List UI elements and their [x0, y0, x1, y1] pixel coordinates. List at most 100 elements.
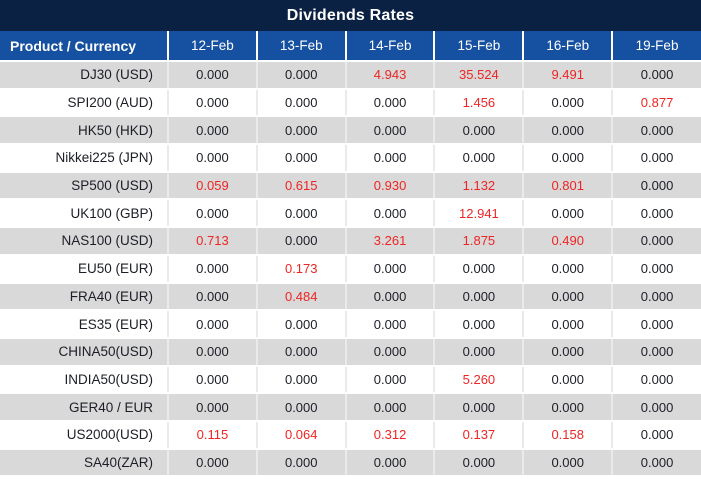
value-cell: 0.000: [612, 254, 701, 284]
value-cell: 0.000: [523, 282, 614, 312]
value-cell: 0.000: [612, 116, 701, 146]
value-cell: 0.000: [523, 310, 614, 339]
value-cell: 0.000: [168, 310, 258, 339]
value-cell: 0.000: [612, 227, 701, 256]
value-cell: 0.000: [256, 337, 347, 367]
page-title: Dividends Rates: [0, 0, 701, 31]
value-cell: 0.115: [168, 420, 258, 450]
value-cell: 0.000: [168, 448, 258, 478]
value-cell: 0.000: [612, 337, 701, 367]
header-row: Product / Currency 12-Feb 13-Feb 14-Feb …: [0, 31, 701, 62]
value-cell: 0.000: [168, 365, 258, 395]
value-cell: 0.137: [434, 420, 525, 450]
value-cell: 0.000: [256, 448, 347, 478]
value-cell: 0.000: [612, 448, 701, 478]
date-header: 15-Feb: [434, 31, 525, 62]
value-cell: 0.000: [434, 254, 525, 284]
table-row: NAS100 (USD) 0.713 0.000 3.261 1.875 0.490 0.0…: [0, 227, 701, 256]
dividends-rates-table: Product / Currency 12-Feb 13-Feb 14-Feb …: [0, 31, 701, 478]
table-body: DJ30 (USD) 0.000 0.000 4.943 35.524 9.491 0.00…: [0, 61, 701, 478]
value-cell: 0.000: [345, 144, 436, 173]
value-cell: 3.261: [345, 227, 436, 256]
table-row: Nikkei225 (JPN) 0.000 0.000 0.000 0.000 0.000…: [0, 144, 701, 173]
table-row: GER40 / EUR 0.000 0.000 0.000 0.000 0.000 0.00…: [0, 393, 701, 422]
product-cell: CHINA50(USD): [0, 337, 169, 367]
table-row: INDIA50(USD) 0.000 0.000 0.000 5.260 0.000 0.0…: [0, 365, 701, 395]
value-cell: 0.000: [168, 199, 258, 229]
value-cell: 0.490: [523, 227, 614, 256]
product-cell: SA40(ZAR): [0, 448, 169, 478]
value-cell: 0.312: [345, 420, 436, 450]
value-cell: 0.000: [256, 310, 347, 339]
value-cell: 0.000: [434, 448, 525, 478]
table-row: SA40(ZAR) 0.000 0.000 0.000 0.000 0.000 0.000: [0, 448, 701, 478]
value-cell: 0.930: [345, 171, 436, 201]
value-cell: 0.877: [612, 88, 701, 118]
value-cell: 0.000: [612, 420, 701, 450]
value-cell: 0.000: [168, 393, 258, 422]
value-cell: 0.000: [523, 199, 614, 229]
value-cell: 0.000: [434, 282, 525, 312]
value-cell: 0.000: [345, 393, 436, 422]
table-row: UK100 (GBP) 0.000 0.000 0.000 12.941 0.000 0.0…: [0, 199, 701, 229]
table-row: US2000(USD) 0.115 0.064 0.312 0.137 0.158 0.00…: [0, 420, 701, 450]
table-row: SP500 (USD) 0.059 0.615 0.930 1.132 0.801 0.00…: [0, 171, 701, 201]
product-cell: ES35 (EUR): [0, 310, 169, 339]
product-cell: FRA40 (EUR): [0, 282, 169, 312]
value-cell: 0.000: [434, 310, 525, 339]
product-cell: NAS100 (USD): [0, 227, 169, 256]
value-cell: 0.173: [256, 254, 347, 284]
value-cell: 0.000: [612, 282, 701, 312]
value-cell: 0.000: [256, 61, 347, 90]
date-header: 16-Feb: [523, 31, 614, 62]
product-cell: EU50 (EUR): [0, 254, 169, 284]
value-cell: 0.000: [612, 144, 701, 173]
value-cell: 12.941: [434, 199, 525, 229]
table-row: FRA40 (EUR) 0.000 0.484 0.000 0.000 0.000 0.00…: [0, 282, 701, 312]
value-cell: 0.000: [612, 393, 701, 422]
value-cell: 9.491: [523, 61, 614, 90]
product-cell: Nikkei225 (JPN): [0, 144, 169, 173]
value-cell: 0.000: [256, 227, 347, 256]
value-cell: 0.000: [345, 88, 436, 118]
table-row: ES35 (EUR) 0.000 0.000 0.000 0.000 0.000 0.000: [0, 310, 701, 339]
product-cell: HK50 (HKD): [0, 116, 169, 146]
product-cell: SPI200 (AUD): [0, 88, 169, 118]
table-row: DJ30 (USD) 0.000 0.000 4.943 35.524 9.491 0.00…: [0, 61, 701, 90]
date-header: 12-Feb: [168, 31, 258, 62]
value-cell: 0.000: [168, 337, 258, 367]
product-cell: INDIA50(USD): [0, 365, 169, 395]
value-cell: 0.615: [256, 171, 347, 201]
value-cell: 0.000: [523, 337, 614, 367]
value-cell: 0.000: [523, 393, 614, 422]
value-cell: 0.000: [523, 254, 614, 284]
value-cell: 1.456: [434, 88, 525, 118]
value-cell: 0.000: [434, 144, 525, 173]
value-cell: 0.000: [345, 199, 436, 229]
value-cell: 0.000: [434, 393, 525, 422]
value-cell: 0.000: [168, 61, 258, 90]
product-cell: UK100 (GBP): [0, 199, 169, 229]
value-cell: 0.801: [523, 171, 614, 201]
value-cell: 0.000: [168, 144, 258, 173]
value-cell: 0.484: [256, 282, 347, 312]
value-cell: 0.000: [256, 199, 347, 229]
value-cell: 0.059: [168, 171, 258, 201]
value-cell: 1.132: [434, 171, 525, 201]
value-cell: 0.000: [523, 116, 614, 146]
product-cell: DJ30 (USD): [0, 61, 169, 90]
value-cell: 35.524: [434, 61, 525, 90]
table-row: SPI200 (AUD) 0.000 0.000 0.000 1.456 0.000 0.8…: [0, 88, 701, 118]
value-cell: 0.000: [612, 199, 701, 229]
value-cell: 5.260: [434, 365, 525, 395]
value-cell: 4.943: [345, 61, 436, 90]
table-row: CHINA50(USD) 0.000 0.000 0.000 0.000 0.000 0.0…: [0, 337, 701, 367]
value-cell: 0.000: [345, 310, 436, 339]
value-cell: 0.000: [256, 116, 347, 146]
value-cell: 0.000: [168, 116, 258, 146]
table-row: HK50 (HKD) 0.000 0.000 0.000 0.000 0.000 0.000: [0, 116, 701, 146]
value-cell: 0.000: [345, 365, 436, 395]
value-cell: 0.713: [168, 227, 258, 256]
date-header: 19-Feb: [612, 31, 701, 62]
date-header: 13-Feb: [256, 31, 347, 62]
